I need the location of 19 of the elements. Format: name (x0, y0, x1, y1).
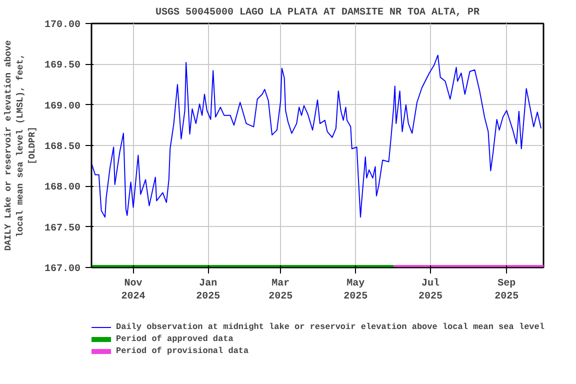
line-series (92, 54, 542, 218)
chart-title: USGS 50045000 LAGO LA PLATA AT DAMSITE NR TOA ALTA, PR (155, 8, 480, 18)
y-tick-label: 167.50 (44, 223, 81, 234)
y-axis-title: DAILY Lake or reservoir elevation above local mean sea level (LMSL), feet, [OLDPR] (3, 40, 38, 251)
x-tick-label: May 2025 (344, 278, 368, 303)
legend-label: Period of approved data (116, 333, 234, 345)
x-tick-label: Mar 2025 (268, 278, 293, 303)
y-tick-label: 169.50 (44, 60, 81, 72)
legend-label: Daily observation at midnight lake or reservoir elevation above local mean sea level (116, 321, 544, 333)
x-tick-label: Sep 2025 (494, 278, 519, 303)
y-tick-label: 170.00 (44, 20, 81, 31)
y-tick-label: 169.00 (44, 101, 81, 112)
y-tick-label: 168.50 (44, 142, 81, 153)
x-tick-label: Nov 2024 (121, 278, 146, 303)
y-tick-label: 168.00 (44, 182, 81, 194)
y-tick-label: 167.00 (44, 264, 81, 275)
legend-label: Period of provisional data (116, 345, 249, 357)
x-tick-label: Jan 2025 (196, 278, 220, 303)
x-tick-label: Jul 2025 (418, 278, 443, 303)
